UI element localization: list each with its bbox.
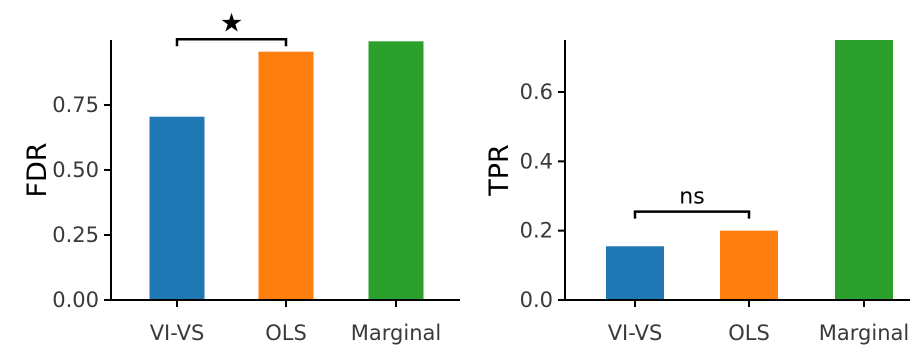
fdr-y-tick-label: 0.00 <box>52 288 99 312</box>
tpr-x-tick-label: VI-VS <box>608 321 663 345</box>
fdr-y-tick-label: 0.50 <box>52 158 99 182</box>
tpr-y-tick-label: 0.2 <box>520 219 553 243</box>
fdr-x-tick-label: VI-VS <box>150 321 205 345</box>
tpr-x-tick-label: OLS <box>728 321 770 345</box>
fdr-significance-label: ★ <box>220 8 243 38</box>
fdr-bar-ols <box>258 51 314 301</box>
fdr-panel: 0.00 0.25 0.50 0.75 VI-VS OLS Marginal FDR ★ <box>22 8 460 345</box>
fdr-significance-bracket <box>175 38 288 47</box>
tpr-x-tick-label: Marginal <box>819 321 909 345</box>
tpr-bar-vi-vs <box>606 246 664 300</box>
fdr-y-tick-label: 0.75 <box>52 93 99 117</box>
fdr-x-tick-label: Marginal <box>351 321 441 345</box>
tpr-significance-label: ns <box>679 185 704 210</box>
fdr-y-axis-label: FDR <box>22 142 53 197</box>
tpr-y-tick-label: 0.4 <box>520 149 553 173</box>
fdr-bar-vi-vs <box>149 116 205 300</box>
fdr-bar-marginal <box>368 41 424 301</box>
tpr-y-tick-label: 0.6 <box>520 80 553 104</box>
fdr-x-tick-label: OLS <box>265 321 307 345</box>
tpr-bar-ols <box>720 230 778 300</box>
tpr-y-tick-label: 0.0 <box>520 288 553 312</box>
tpr-bar-marginal <box>835 40 893 300</box>
fdr-y-tick-label: 0.25 <box>52 223 99 247</box>
tpr-y-axis-label: TPR <box>484 144 515 197</box>
tpr-significance-bracket <box>633 210 751 219</box>
tpr-panel: 0.0 0.2 0.4 0.6 VI-VS OLS Marginal TPR ns <box>484 40 910 345</box>
